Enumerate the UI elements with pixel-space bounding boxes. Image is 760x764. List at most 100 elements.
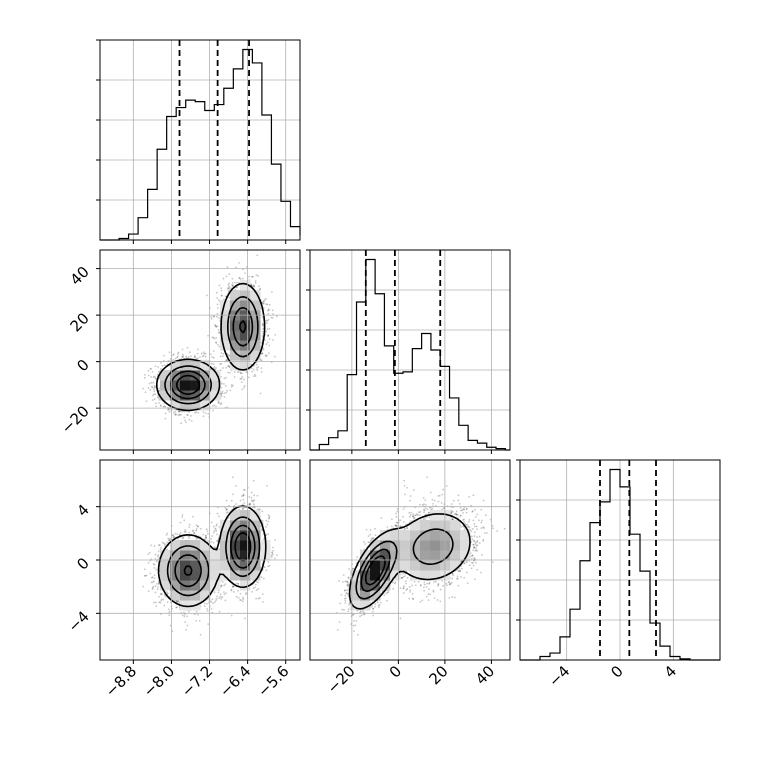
scatter-point bbox=[215, 337, 218, 339]
scatter-point bbox=[211, 535, 213, 537]
scatter-point bbox=[154, 365, 157, 368]
scatter-point bbox=[216, 315, 218, 318]
scatter-point bbox=[228, 273, 231, 276]
density-cell bbox=[220, 300, 231, 311]
scatter-point bbox=[175, 606, 178, 609]
density-cell bbox=[180, 400, 191, 411]
density-cell bbox=[460, 530, 471, 541]
scatter-point bbox=[203, 352, 206, 355]
scatter-point bbox=[212, 315, 215, 318]
scatter-point bbox=[249, 503, 252, 505]
scatter-point bbox=[179, 532, 182, 534]
scatter-point bbox=[203, 605, 206, 608]
scatter-point bbox=[205, 602, 208, 605]
scatter-point bbox=[471, 557, 473, 560]
contour-line bbox=[164, 296, 259, 405]
scatter-point bbox=[413, 517, 415, 520]
hist-bin bbox=[375, 294, 384, 450]
scatter-point bbox=[206, 607, 208, 610]
density-cell bbox=[370, 550, 381, 561]
scatter-point bbox=[227, 516, 230, 519]
scatter-point bbox=[456, 575, 459, 578]
scatter-point bbox=[260, 342, 263, 344]
scatter-point bbox=[401, 576, 404, 579]
scatter-point bbox=[225, 391, 228, 394]
scatter-point bbox=[159, 405, 162, 407]
scatter-point bbox=[204, 355, 207, 358]
scatter-point bbox=[496, 530, 499, 532]
scatter-point bbox=[223, 593, 226, 596]
scatter-point bbox=[242, 494, 245, 497]
scatter-point bbox=[460, 575, 463, 578]
scatter-point bbox=[240, 372, 243, 375]
scatter-point bbox=[176, 600, 178, 603]
density-cell bbox=[430, 530, 441, 541]
scatter-point bbox=[472, 494, 475, 497]
scatter-point bbox=[165, 591, 168, 593]
scatter-point bbox=[253, 285, 255, 287]
scatter-point bbox=[422, 496, 425, 499]
scatter-point bbox=[433, 499, 436, 502]
scatter-point bbox=[231, 585, 234, 588]
density-cell bbox=[370, 560, 381, 571]
scatter-point bbox=[413, 580, 416, 583]
scatter-point bbox=[473, 578, 476, 581]
scatter-point bbox=[227, 286, 230, 289]
scatter-point bbox=[163, 402, 166, 405]
density-cell bbox=[400, 530, 411, 541]
density-cell bbox=[190, 380, 201, 391]
scatter-point bbox=[229, 371, 231, 374]
scatter-point bbox=[423, 511, 425, 514]
scatter-point bbox=[158, 583, 160, 586]
density-cell bbox=[170, 540, 181, 551]
scatter-point bbox=[472, 549, 475, 552]
scatter-point bbox=[234, 266, 237, 269]
scatter-point bbox=[344, 594, 347, 597]
scatter-point bbox=[428, 582, 431, 585]
scatter-point bbox=[465, 561, 468, 564]
density-cell bbox=[210, 550, 221, 561]
scatter-point bbox=[230, 588, 233, 591]
scatter-point bbox=[378, 603, 381, 606]
scatter-point bbox=[454, 512, 457, 515]
scatter-point bbox=[218, 345, 221, 348]
scatter-point bbox=[220, 287, 223, 290]
scatter-point bbox=[188, 410, 190, 413]
scatter-point bbox=[156, 555, 159, 558]
scatter-point bbox=[423, 508, 425, 511]
scatter-point bbox=[457, 499, 460, 502]
density-cell bbox=[250, 330, 261, 341]
hist-bin bbox=[477, 443, 486, 450]
scatter-point bbox=[157, 550, 160, 553]
scatter-point bbox=[242, 507, 245, 510]
scatter-point bbox=[394, 524, 397, 527]
scatter-point bbox=[237, 597, 240, 599]
density-cell bbox=[200, 390, 211, 401]
scatter-point bbox=[182, 536, 184, 539]
density-cell bbox=[410, 530, 421, 541]
scatter-point bbox=[167, 608, 170, 611]
scatter-point bbox=[152, 563, 155, 565]
scatter-point bbox=[437, 585, 439, 587]
y-tick-label: −4 bbox=[64, 607, 92, 635]
scatter-point bbox=[226, 508, 229, 511]
scatter-point bbox=[463, 521, 466, 523]
scatter-point bbox=[195, 357, 198, 360]
scatter-point bbox=[220, 585, 222, 588]
density-cell bbox=[250, 510, 261, 521]
scatter-point bbox=[190, 355, 192, 358]
scatter-point bbox=[160, 361, 162, 364]
scatter-point bbox=[154, 402, 157, 405]
scatter-point bbox=[225, 275, 228, 278]
scatter-point bbox=[267, 308, 270, 311]
scatter-point bbox=[377, 604, 380, 607]
scatter-point bbox=[265, 343, 268, 346]
scatter-point bbox=[183, 615, 186, 618]
scatter-point bbox=[247, 376, 250, 379]
scatter-point bbox=[462, 525, 465, 528]
density-cell bbox=[160, 550, 171, 561]
scatter-point bbox=[221, 392, 224, 395]
scatter-point bbox=[178, 533, 181, 536]
scatter-point bbox=[239, 377, 242, 380]
scatter-point bbox=[202, 533, 204, 536]
